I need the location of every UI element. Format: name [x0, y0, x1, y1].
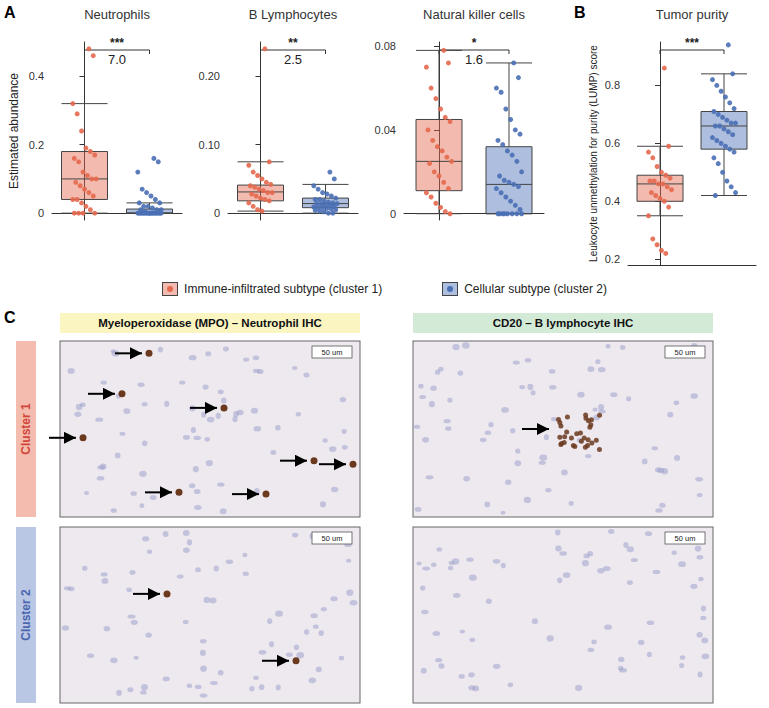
svg-text:0.8: 0.8: [605, 79, 620, 91]
svg-text:Leukocyte unmethylation for pu: Leukocyte unmethylation for purity (LUMP…: [588, 45, 599, 262]
svg-text:Cluster 2: Cluster 2: [19, 589, 33, 641]
svg-text:B: B: [574, 4, 586, 21]
svg-text:***: ***: [110, 36, 124, 50]
svg-text:0.4: 0.4: [605, 195, 620, 207]
svg-text:2.5: 2.5: [284, 52, 302, 67]
svg-text:50 um: 50 um: [322, 348, 343, 357]
svg-text:0.10: 0.10: [199, 139, 220, 151]
svg-text:0.04: 0.04: [375, 124, 396, 136]
svg-text:0.2: 0.2: [605, 253, 620, 265]
svg-text:B Lymphocytes: B Lymphocytes: [249, 7, 338, 22]
svg-text:Neutrophils: Neutrophils: [84, 7, 150, 22]
svg-text:Cluster 1: Cluster 1: [19, 403, 33, 455]
svg-text:0: 0: [214, 207, 220, 219]
svg-text:0.2: 0.2: [29, 139, 44, 151]
svg-text:0.6: 0.6: [605, 137, 620, 149]
svg-text:1.6: 1.6: [465, 52, 483, 67]
svg-text:**: **: [288, 36, 298, 50]
svg-text:50 um: 50 um: [675, 534, 696, 543]
html-text:Immune-infiltrated subtype (cl: Immune-infiltrated subtype (cluster 1): [184, 282, 383, 296]
svg-text:50 um: 50 um: [675, 348, 696, 357]
svg-text:50 um: 50 um: [322, 534, 343, 543]
svg-text:A: A: [4, 4, 16, 21]
svg-text:Estimated abundance: Estimated abundance: [7, 73, 21, 189]
svg-text:0: 0: [390, 208, 396, 220]
svg-text:Tumor purity: Tumor purity: [656, 7, 729, 22]
svg-text:0.4: 0.4: [29, 70, 44, 82]
svg-text:0: 0: [38, 207, 44, 219]
svg-text:CD20 – B lymphocyte IHC: CD20 – B lymphocyte IHC: [493, 317, 634, 329]
svg-text:C: C: [4, 309, 16, 326]
svg-text:*: *: [472, 36, 477, 50]
svg-text:Natural killer cells: Natural killer cells: [423, 7, 525, 22]
svg-text:Myeloperoxidase (MPO) – Neutro: Myeloperoxidase (MPO) – Neutrophil IHC: [98, 317, 322, 329]
svg-text:0.20: 0.20: [199, 70, 220, 82]
html-text:Cellular subtype (cluster 2): Cellular subtype (cluster 2): [464, 282, 607, 296]
svg-text:7.0: 7.0: [108, 52, 126, 67]
svg-text:***: ***: [685, 36, 699, 50]
svg-text:0.08: 0.08: [375, 40, 396, 52]
